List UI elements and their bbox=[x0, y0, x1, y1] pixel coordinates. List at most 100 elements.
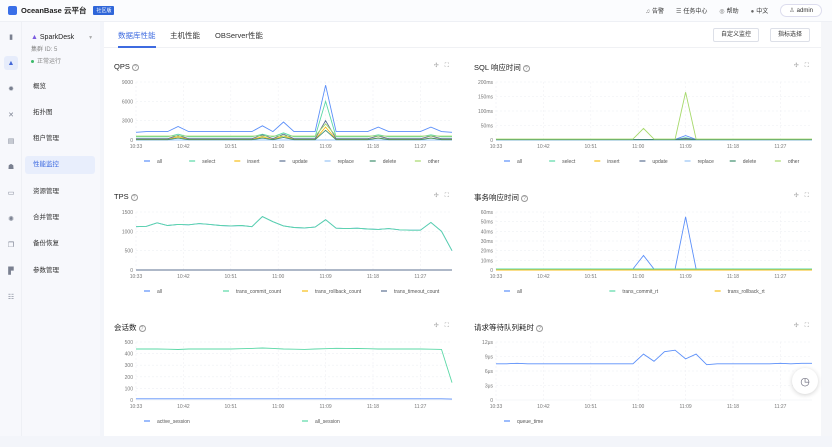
fullscreen-icon[interactable]: ⛶ bbox=[445, 193, 455, 199]
fullscreen-icon[interactable]: ⛶ bbox=[805, 193, 815, 199]
top-bar: OceanBase 云平台社区版 ♫告警 ☰任务中心 ◎帮助 ●中文 ♙admin bbox=[0, 0, 832, 22]
logo[interactable]: OceanBase 云平台社区版 bbox=[8, 5, 114, 16]
x-tick-label: 11:00 bbox=[272, 404, 284, 410]
sidebar-item[interactable]: 租户管理 bbox=[25, 130, 95, 148]
x-tick-label: 10:33 bbox=[490, 144, 503, 150]
sidebar-item[interactable]: 性能监控 bbox=[25, 156, 95, 174]
y-tick-label: 500 bbox=[125, 249, 134, 255]
storage-icon[interactable]: ▭ bbox=[4, 186, 18, 200]
pin-icon[interactable]: ✢ bbox=[794, 323, 805, 329]
table-icon[interactable]: ▤ bbox=[4, 134, 18, 148]
chart-icon[interactable]: ▮ bbox=[4, 30, 18, 44]
help-pin-icon: ◎ bbox=[719, 9, 724, 15]
x-tick-label: 11:18 bbox=[727, 144, 739, 150]
pin-icon[interactable]: ✢ bbox=[794, 193, 805, 199]
y-tick-label: 200 bbox=[125, 375, 134, 381]
fullscreen-icon[interactable]: ⛶ bbox=[445, 63, 455, 69]
cluster-info[interactable]: ▲ SparkDesk ▼ 集群 ID: 5 正常运行 bbox=[31, 34, 93, 65]
legend-item: select bbox=[202, 159, 216, 165]
x-tick-label: 10:42 bbox=[177, 144, 190, 150]
user-icon[interactable]: ☗ bbox=[4, 160, 18, 174]
chart-title-text: 请求等待队列耗时 bbox=[474, 323, 534, 332]
help-icon[interactable]: ? bbox=[132, 64, 139, 71]
x-tick-label: 11:27 bbox=[774, 274, 786, 280]
fullscreen-icon[interactable]: ⛶ bbox=[805, 323, 815, 329]
x-tick-label: 11:09 bbox=[680, 144, 692, 150]
x-tick-label: 11:09 bbox=[320, 144, 332, 150]
pin-icon[interactable]: ✢ bbox=[434, 323, 445, 329]
tab-2[interactable]: OBServer性能 bbox=[215, 30, 263, 41]
help-icon[interactable]: ? bbox=[139, 325, 146, 332]
pin-icon[interactable]: ✢ bbox=[434, 193, 445, 199]
legend-item: all bbox=[157, 289, 162, 295]
help-icon[interactable]: ? bbox=[523, 65, 530, 72]
header-item-2[interactable]: ◎帮助 bbox=[719, 6, 738, 15]
x-tick-label: 11:00 bbox=[632, 404, 644, 410]
chart-title-text: 会话数 bbox=[114, 323, 137, 332]
pin-icon[interactable]: ✢ bbox=[434, 63, 445, 69]
sidebar-item[interactable]: 资源管理 bbox=[25, 183, 95, 201]
header-item-1[interactable]: ☰任务中心 bbox=[676, 6, 707, 15]
chart-actions: ✢⛶ bbox=[434, 62, 455, 70]
y-tick-label: 150ms bbox=[478, 95, 494, 101]
user-menu[interactable]: ♙admin bbox=[780, 4, 822, 17]
history-clock-button[interactable]: ◷ bbox=[792, 368, 818, 394]
header-item-3[interactable]: ●中文 bbox=[751, 6, 769, 15]
sliders-icon[interactable]: ☷ bbox=[4, 290, 18, 304]
legend-item: insert bbox=[607, 159, 620, 165]
chart-title-text: TPS bbox=[114, 192, 129, 201]
x-tick-label: 10:42 bbox=[537, 144, 550, 150]
chart-title-text: SQL 响应时间 bbox=[474, 63, 521, 72]
header-item-0[interactable]: ♫告警 bbox=[645, 6, 664, 15]
chart-title: TPS? bbox=[114, 192, 138, 201]
scrollbar[interactable] bbox=[821, 22, 832, 436]
x-tick-label: 10:33 bbox=[130, 404, 143, 410]
help-icon[interactable]: ? bbox=[131, 194, 138, 201]
metric-select-button[interactable]: 指标选择 bbox=[770, 28, 810, 42]
chevron-down-icon[interactable]: ▼ bbox=[88, 35, 93, 41]
y-tick-label: 9000 bbox=[122, 80, 133, 86]
legend-item: delete bbox=[743, 159, 757, 165]
settings-icon[interactable]: ✺ bbox=[4, 212, 18, 226]
y-tick-label: 10ms bbox=[481, 258, 494, 264]
help-icon[interactable]: ? bbox=[521, 195, 528, 202]
icon-rail: ▮ ▲ ✹ ✕ ▤ ☗ ▭ ✺ ❐ ▛ ☷ bbox=[0, 22, 22, 436]
help-icon[interactable]: ? bbox=[536, 325, 543, 332]
sidebar-item[interactable]: 参数管理 bbox=[25, 262, 95, 280]
bell-icon: ♫ bbox=[645, 9, 650, 15]
sidebar-item[interactable]: 概览 bbox=[25, 78, 95, 96]
topology-icon[interactable]: ✕ bbox=[4, 108, 18, 122]
sidebar-item[interactable]: 备份恢复 bbox=[25, 235, 95, 253]
header-item-label: 帮助 bbox=[727, 9, 739, 15]
gear-icon[interactable]: ✹ bbox=[4, 82, 18, 96]
x-tick-label: 10:51 bbox=[225, 274, 238, 280]
x-tick-label: 11:27 bbox=[414, 274, 426, 280]
fullscreen-icon[interactable]: ⛶ bbox=[445, 323, 455, 329]
x-tick-label: 11:27 bbox=[414, 144, 426, 150]
legend-item: delete bbox=[383, 159, 397, 165]
tab-1[interactable]: 主机性能 bbox=[170, 30, 200, 41]
copy-icon[interactable]: ❐ bbox=[4, 238, 18, 252]
sidebar-item[interactable]: 拓扑图 bbox=[25, 104, 95, 122]
x-tick-label: 10:51 bbox=[225, 404, 238, 410]
x-tick-label: 11:18 bbox=[367, 274, 379, 280]
fullscreen-icon[interactable]: ⛶ bbox=[805, 63, 815, 69]
legend-item: update bbox=[652, 159, 668, 165]
x-tick-label: 10:33 bbox=[490, 404, 503, 410]
cluster-icon: ▲ bbox=[31, 34, 38, 41]
x-tick-label: 11:27 bbox=[774, 144, 786, 150]
legend-item: replace bbox=[338, 159, 355, 165]
sidebar-item[interactable]: 合并管理 bbox=[25, 209, 95, 227]
cluster-id: 集群 ID: 5 bbox=[31, 44, 93, 53]
custom-monitor-button[interactable]: 自定义监控 bbox=[713, 28, 759, 42]
doc-icon[interactable]: ▛ bbox=[4, 264, 18, 278]
tab-0[interactable]: 数据库性能 bbox=[118, 30, 156, 41]
cluster-icon[interactable]: ▲ bbox=[4, 56, 18, 70]
pin-icon[interactable]: ✢ bbox=[794, 63, 805, 69]
legend-item: insert bbox=[247, 159, 260, 165]
chart-actions: ✢⛶ bbox=[794, 322, 815, 330]
